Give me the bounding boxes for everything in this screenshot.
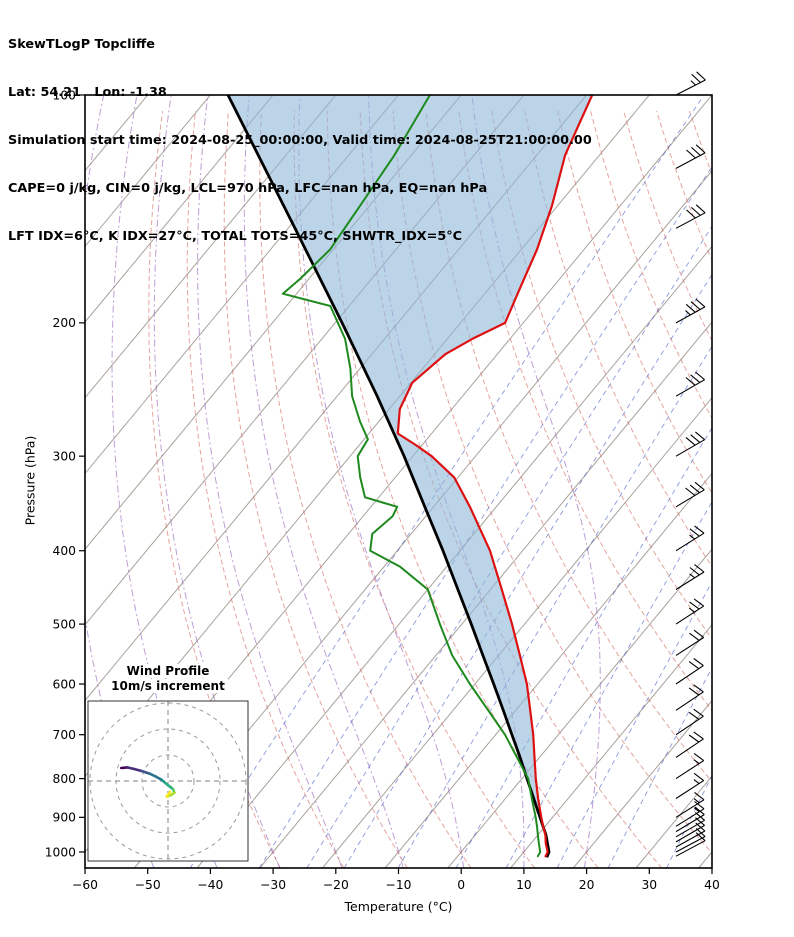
y-tick-label: 300 [53, 449, 76, 463]
chart-header: SkewTLogP Topcliffe Lat: 54.21 Lon: -1.3… [8, 5, 592, 277]
hodograph-title-line1: Wind Profile [123, 664, 213, 678]
y-tick-label: 700 [53, 728, 76, 742]
chart-title: SkewTLogP Topcliffe [8, 37, 155, 52]
x-tick-label: −30 [260, 878, 286, 892]
wind-barbs [675, 71, 706, 857]
y-tick-label: 400 [53, 544, 76, 558]
hodograph-trace-segment [165, 790, 172, 798]
parcel-line [226, 95, 551, 858]
hodograph-inset [87, 700, 249, 862]
dry-adiabat-lines [148, 110, 712, 868]
x-tick-label: −40 [197, 878, 223, 892]
hodograph-trace-segment [132, 767, 144, 773]
negative-area-shading [228, 95, 593, 857]
hodograph-trace-segment [140, 769, 152, 776]
y-axis-label: Pressure (hPa) [22, 435, 38, 526]
temperature-line [396, 95, 594, 858]
x-tick-label: 20 [579, 878, 595, 892]
location-line: Lat: 54.21 Lon: -1.38 [8, 85, 167, 100]
x-tick-label: −50 [135, 878, 161, 892]
hodograph-ring [89, 702, 247, 860]
x-tick-label: 40 [704, 878, 720, 892]
indices-line-2: LFT IDX=6°C, K IDX=27°C, TOTAL TOTS=45°C… [8, 229, 463, 244]
hodograph-ring [115, 728, 221, 834]
hodograph-frame [87, 700, 249, 862]
y-tick-label: 600 [53, 677, 76, 691]
hodograph-title-line2: 10m/s increment [108, 679, 228, 693]
y-tick-label: 500 [53, 617, 76, 631]
time-line: Simulation start time: 2024-08-25_00:00:… [8, 133, 592, 148]
x-tick-label: 30 [641, 878, 657, 892]
y-tick-label: 1000 [45, 845, 76, 859]
x-axis-label: Temperature (°C) [344, 899, 453, 914]
x-tick-label: −60 [72, 878, 98, 892]
hodograph-ring [141, 754, 195, 808]
plot-area [85, 95, 712, 868]
indices-line-1: CAPE=0 j/kg, CIN=0 j/kg, LCL=970 hPa, LF… [8, 181, 488, 196]
y-tick-label: 100 [53, 88, 76, 102]
y-tick-label: 800 [53, 772, 76, 786]
dewpoint-line [281, 95, 542, 858]
x-tick-label: −20 [323, 878, 349, 892]
x-tick-label: 10 [516, 878, 532, 892]
x-tick-label: −10 [386, 878, 412, 892]
y-tick-label: 200 [53, 316, 76, 330]
y-tick-label: 900 [53, 811, 76, 825]
hodograph-title: Wind Profile 10m/s increment [88, 664, 248, 694]
x-tick-label: 0 [457, 878, 465, 892]
